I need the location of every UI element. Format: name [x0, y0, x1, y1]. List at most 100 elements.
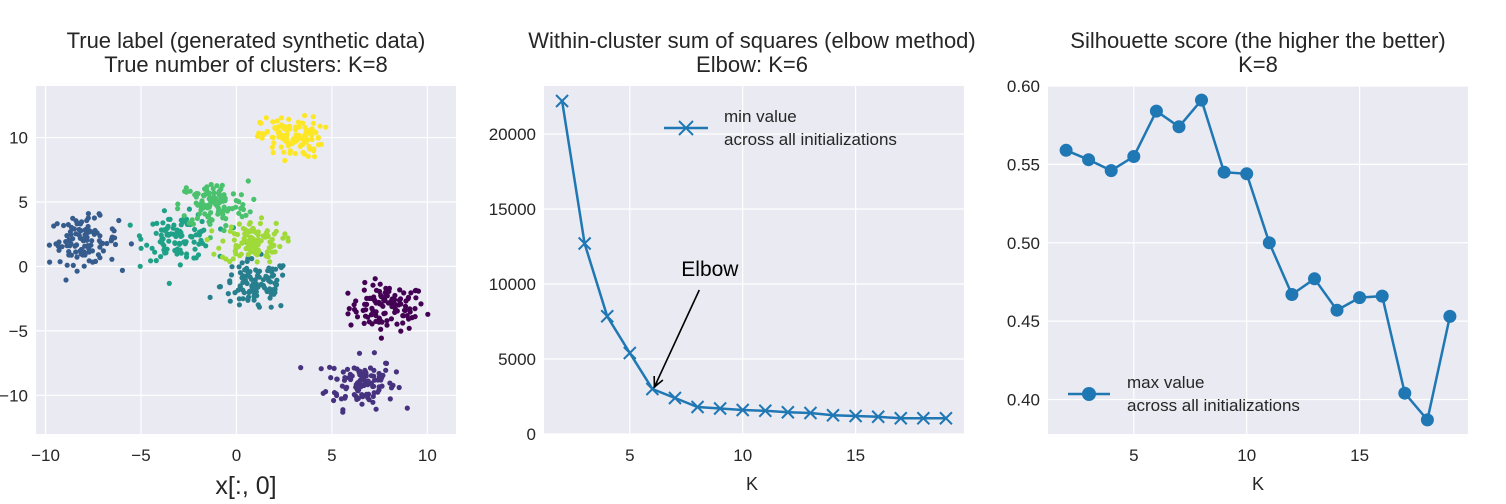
y-tick-label: −10 [0, 386, 28, 405]
scatter-point [273, 126, 279, 132]
scatter-point [192, 246, 198, 252]
scatter-point [245, 242, 251, 248]
scatter-point [216, 192, 223, 198]
scatter-point [282, 157, 288, 164]
scatter-point [47, 259, 53, 265]
scatter-point [244, 232, 250, 238]
scatter-point [240, 225, 246, 232]
scatter-point [144, 242, 150, 248]
elbow-marker [894, 411, 908, 425]
scatter-point [359, 392, 365, 398]
scatter-point [73, 231, 79, 237]
elbow-marker [577, 236, 592, 251]
scatter-point [251, 196, 257, 202]
scatter-point [201, 192, 207, 199]
scatter-point [379, 319, 385, 325]
scatter-point [82, 243, 88, 249]
y-tick-label: 0.45 [1007, 312, 1040, 331]
scatter-point [153, 258, 159, 264]
scatter-point [407, 309, 413, 315]
scatter-point [228, 272, 235, 278]
scatter-point [268, 287, 274, 293]
scatter-point [230, 256, 236, 262]
scatter-point [402, 307, 408, 313]
scatter-point [267, 279, 273, 285]
scatter-point [218, 186, 224, 192]
scatter-point [359, 382, 365, 388]
scatter-point [306, 130, 312, 136]
scatter-point [73, 249, 79, 255]
scatter-point [236, 296, 242, 302]
x-tick-label: 0 [232, 446, 241, 465]
scatter-point [165, 223, 171, 229]
scatter-point [100, 248, 106, 254]
silhouette-marker [1082, 153, 1096, 167]
scatter-point [259, 135, 265, 141]
scatter-point [235, 243, 242, 250]
scatter-point [269, 273, 275, 279]
scatter-point [252, 248, 258, 255]
scatter-point [237, 283, 243, 289]
scatter-point [161, 208, 167, 214]
scatter-point [202, 211, 208, 217]
scatter-point [389, 296, 395, 302]
scatter-point [56, 247, 62, 253]
silhouette-marker [1443, 309, 1457, 323]
scatter-point [354, 314, 361, 320]
scatter-point [68, 232, 74, 238]
scatter-title: True label (generated synthetic data) [67, 28, 426, 53]
scatter-point [393, 369, 399, 375]
silhouette-marker [1149, 104, 1163, 118]
scatter-point [256, 304, 262, 310]
scatter-point [193, 200, 199, 206]
scatter-point [263, 115, 269, 121]
scatter-point [181, 213, 187, 219]
scatter-point [388, 385, 395, 391]
scatter-point [74, 221, 80, 227]
scatter-point [327, 364, 333, 370]
elbow-marker [758, 404, 772, 418]
scatter-point [97, 255, 103, 261]
scatter-point [382, 310, 388, 316]
scatter-point [251, 281, 257, 287]
silhouette-legend-line1: max value [1127, 373, 1204, 392]
y-tick-label: 0.40 [1007, 391, 1040, 410]
scatter-point [378, 326, 384, 332]
scatter-point [165, 232, 172, 238]
scatter-point [70, 215, 76, 221]
scatter-point [366, 397, 372, 403]
scatter-point [359, 401, 365, 407]
scatter-point [256, 274, 262, 280]
x-tick-label: 10 [418, 446, 437, 465]
scatter-point [116, 217, 122, 224]
scatter-point [90, 259, 96, 265]
scatter-point [208, 181, 214, 188]
scatter-point [363, 369, 369, 375]
scatter-point [323, 124, 329, 130]
scatter-point [247, 220, 253, 226]
scatter-point [378, 335, 384, 341]
scatter-point [296, 132, 302, 138]
scatter-point [248, 234, 254, 240]
scatter-point [368, 373, 374, 379]
y-tick-label: 20000 [489, 125, 536, 144]
scatter-point [211, 251, 217, 257]
scatter-point [338, 396, 344, 402]
scatter-point [206, 204, 212, 210]
scatter-point [175, 201, 181, 207]
scatter-point [67, 243, 73, 249]
scatter-point [372, 377, 378, 383]
scatter-point [266, 265, 272, 271]
scatter-point [328, 375, 334, 381]
scatter-point [149, 245, 155, 251]
scatter-point [370, 383, 376, 390]
scatter-point [229, 264, 235, 270]
scatter-x-label: x[:, 0] [215, 472, 276, 500]
scatter-point [250, 287, 256, 293]
silhouette-marker [1172, 120, 1186, 134]
scatter-point [258, 215, 265, 221]
y-tick-label: 15000 [489, 200, 536, 219]
scatter-point [223, 223, 229, 229]
scatter-point [280, 272, 286, 278]
scatter-point [194, 215, 200, 221]
